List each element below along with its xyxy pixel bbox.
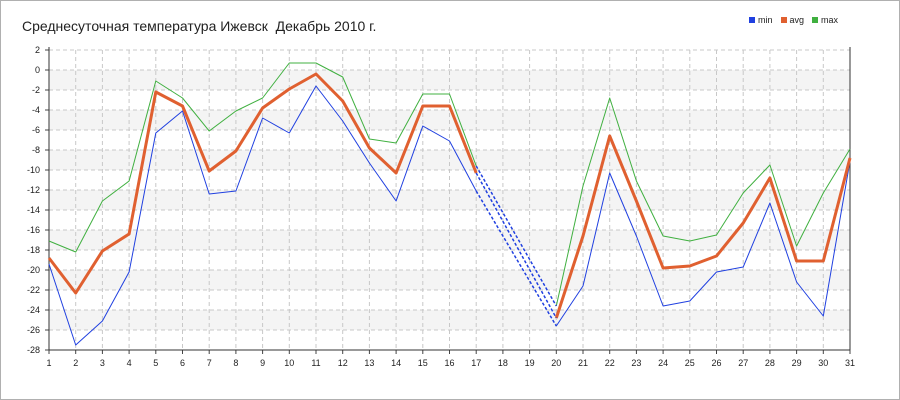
x-tick-label: 3 [100, 358, 105, 368]
x-tick-label: 26 [711, 358, 721, 368]
x-tick-label: 25 [685, 358, 695, 368]
x-tick-label: 10 [284, 358, 294, 368]
chart-title: Среднесуточная температура Ижевск Декабр… [22, 18, 377, 34]
x-tick-label: 14 [391, 358, 401, 368]
y-tick-label: -28 [27, 345, 40, 355]
x-tick-label: 12 [338, 358, 348, 368]
legend-label-avg: avg [789, 15, 805, 25]
series-line-avg [47, 72, 478, 295]
x-tick-label: 28 [765, 358, 775, 368]
x-tick-label: 5 [153, 358, 158, 368]
y-tick-label: -18 [27, 245, 40, 255]
x-tick-label: 20 [551, 358, 561, 368]
legend-swatch-avg [780, 17, 787, 23]
legend-item-avg: avg [780, 15, 805, 25]
chart-legend: min avg max [749, 15, 838, 25]
y-tick-label: -2 [32, 85, 40, 95]
x-tick-label: 9 [260, 358, 265, 368]
x-tick-label: 30 [818, 358, 828, 368]
y-tick-label: -6 [32, 125, 40, 135]
y-tick-label: -10 [27, 165, 40, 175]
x-tick-label: 11 [311, 358, 320, 368]
x-tick-label: 17 [471, 358, 481, 368]
x-tick-label: 2 [73, 358, 78, 368]
x-tick-label: 18 [498, 358, 508, 368]
series-line-min [48, 85, 477, 346]
gap-bridge-avg [475, 172, 557, 319]
series-line-min [555, 160, 851, 327]
gap-bridge-max [475, 165, 557, 307]
y-tick-label: -4 [32, 105, 40, 115]
x-tick-label: 24 [658, 358, 668, 368]
y-tick-label: -20 [27, 265, 40, 275]
x-tick-label: 31 [845, 358, 855, 368]
series-line-max [555, 97, 851, 307]
x-tick-label: 27 [738, 358, 748, 368]
legend-label-max: max [821, 15, 839, 25]
y-tick-label: -16 [27, 225, 40, 235]
y-tick-label: -14 [27, 205, 40, 215]
x-tick-label: 15 [418, 358, 428, 368]
x-tick-label: 6 [180, 358, 185, 368]
y-tick-label: -24 [27, 305, 40, 315]
grid-band [49, 150, 850, 170]
legend-label-min: min [758, 15, 773, 25]
legend-item-max: max [812, 15, 838, 25]
x-tick-label: 21 [578, 358, 588, 368]
series-line-avg [554, 134, 852, 319]
x-tick-label: 7 [207, 358, 212, 368]
x-tick-label: 8 [233, 358, 238, 368]
x-tick-label: 29 [792, 358, 802, 368]
x-tick-label: 23 [631, 358, 641, 368]
y-tick-label: -26 [27, 325, 40, 335]
x-tick-label: 19 [525, 358, 535, 368]
y-tick-label: -8 [32, 145, 40, 155]
x-tick-label: 13 [364, 358, 374, 368]
legend-item-min: min [749, 15, 773, 25]
legend-swatch-min [749, 17, 755, 23]
gap-bridge-min [475, 190, 557, 327]
series-line-max [48, 62, 477, 253]
y-tick-label: 0 [35, 65, 40, 75]
y-tick-label: -12 [27, 185, 40, 195]
legend-swatch-max [812, 17, 819, 23]
x-tick-label: 16 [444, 358, 454, 368]
x-tick-label: 4 [127, 358, 132, 368]
x-tick-label: 1 [46, 358, 51, 368]
x-tick-label: 22 [605, 358, 615, 368]
y-tick-label: -22 [27, 285, 40, 295]
grid-band [49, 270, 850, 290]
y-tick-label: 2 [35, 45, 40, 55]
